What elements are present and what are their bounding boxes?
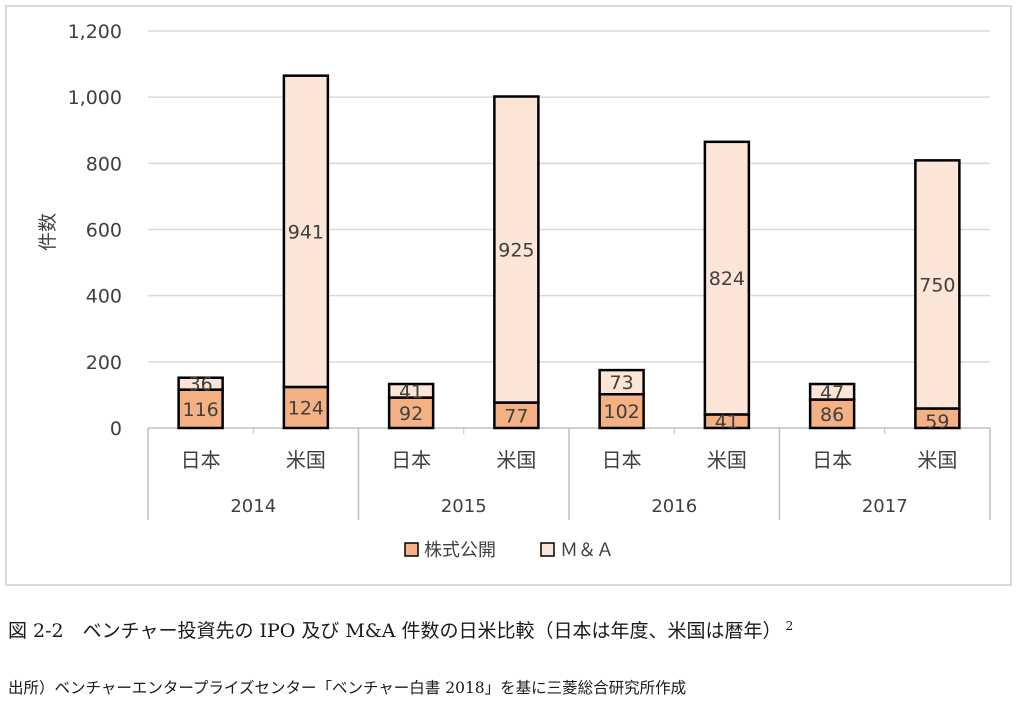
data-label-mna: 73 bbox=[610, 372, 634, 394]
x-category-label: 米国 bbox=[707, 448, 747, 472]
bar-mna bbox=[914, 159, 961, 410]
data-label-ipo: 116 bbox=[182, 399, 218, 421]
bar-mna bbox=[177, 376, 224, 391]
y-tick-label: 1,200 bbox=[68, 21, 122, 43]
data-label-mna: 925 bbox=[498, 240, 534, 262]
y-tick-label: 200 bbox=[86, 352, 122, 374]
y-tick-label: 1,000 bbox=[68, 87, 122, 109]
y-axis-label: 件数 bbox=[37, 213, 59, 251]
x-group-label: 2014 bbox=[230, 496, 276, 517]
legend-swatch-mna bbox=[540, 542, 555, 557]
source-note: 出所）ベンチャーエンタープライズセンター「ベンチャー白書 2018」を基に三菱総… bbox=[8, 679, 687, 697]
data-label-ipo: 77 bbox=[504, 405, 528, 427]
bar-mna bbox=[808, 382, 856, 401]
bar-ipo bbox=[808, 398, 856, 430]
data-label-mna: 36 bbox=[189, 374, 213, 396]
bar-mna bbox=[493, 95, 540, 404]
x-category-label: 米国 bbox=[917, 448, 957, 472]
data-label-ipo: 41 bbox=[715, 411, 739, 433]
bar-mna bbox=[598, 368, 645, 396]
x-category-label: 日本 bbox=[602, 448, 642, 472]
bar-mna bbox=[703, 140, 751, 416]
bar-ipo bbox=[598, 393, 645, 430]
figure-caption: 図 2-2 ベンチャー投資先の IPO 及び M&A 件数の日米比較（日本は年度… bbox=[8, 616, 793, 643]
data-label-mna: 941 bbox=[288, 221, 324, 243]
y-tick-label: 400 bbox=[86, 286, 122, 308]
data-label-ipo: 102 bbox=[603, 401, 639, 423]
bar-ipo bbox=[493, 401, 540, 430]
data-label-mna: 824 bbox=[709, 268, 745, 290]
bar-mna bbox=[387, 382, 435, 399]
x-category-label: 日本 bbox=[812, 448, 852, 472]
x-category-label: 日本 bbox=[391, 448, 431, 472]
data-label-mna: 750 bbox=[919, 274, 955, 296]
data-label-mna: 47 bbox=[820, 382, 844, 404]
x-category-label: 米国 bbox=[496, 448, 536, 472]
bar-mna bbox=[282, 74, 330, 389]
y-tick-label: 800 bbox=[86, 153, 122, 175]
x-group-label: 2015 bbox=[441, 496, 487, 517]
x-group-label: 2016 bbox=[651, 496, 697, 517]
figure-caption-text: 図 2-2 ベンチャー投資先の IPO 及び M&A 件数の日米比較（日本は年度… bbox=[8, 620, 782, 642]
data-label-ipo: 59 bbox=[925, 411, 949, 433]
footnote-mark: 2 bbox=[785, 618, 794, 633]
x-category-label: 米国 bbox=[286, 448, 326, 472]
data-label-mna: 41 bbox=[399, 381, 423, 403]
y-tick-label: 600 bbox=[86, 220, 122, 242]
x-group-label: 2017 bbox=[862, 496, 908, 517]
stacked-bar-chart: 0 200 400 600 800 1,000 1,200 件数 116 36 日本 124 941 米国… bbox=[37, 21, 991, 561]
data-label-ipo: 124 bbox=[288, 397, 324, 419]
data-label-ipo: 86 bbox=[820, 404, 844, 426]
legend-label-ipo: 株式公開 bbox=[424, 540, 496, 561]
legend-label-mna: Ｍ＆Ａ bbox=[560, 540, 614, 561]
y-tick-label: 0 bbox=[110, 418, 122, 440]
x-category-label: 日本 bbox=[181, 448, 221, 472]
legend-swatch-ipo bbox=[404, 542, 419, 557]
data-label-ipo: 92 bbox=[399, 403, 423, 425]
